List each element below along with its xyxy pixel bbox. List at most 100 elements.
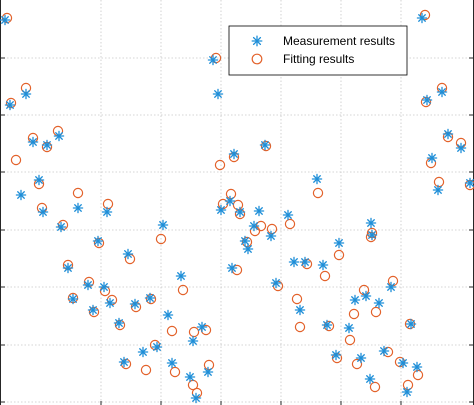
fitting-point: [369, 381, 381, 393]
measurement-point: [405, 318, 417, 330]
fitting-point: [284, 218, 296, 230]
measurement-point: [282, 209, 294, 221]
measurement-point: [411, 361, 423, 373]
measurement-point: [373, 297, 385, 309]
measurement-point: [82, 279, 94, 291]
measurement-point: [366, 229, 378, 241]
measurement-point: [20, 88, 32, 100]
measurement-point: [151, 341, 163, 353]
fitting-point: [420, 96, 432, 108]
measurement-point: [436, 86, 448, 98]
fitting-point: [232, 199, 244, 211]
measurement-point: [41, 139, 53, 151]
legend: Measurement results Fitting results: [228, 25, 408, 76]
measurement-point: [442, 128, 454, 140]
measurement-point: [215, 204, 227, 216]
measurement-point: [311, 173, 323, 185]
measurement-point: [98, 281, 110, 293]
measurement-point: [113, 317, 125, 329]
measurement-point: [226, 262, 238, 274]
legend-box: [228, 25, 408, 76]
measurement-point: [234, 206, 246, 218]
fitting-point: [291, 293, 303, 305]
measurement-point: [265, 230, 277, 242]
measurement-point: [397, 357, 409, 369]
fitting-point: [72, 187, 84, 199]
measurement-point: [15, 189, 27, 201]
measurement-point: [385, 281, 397, 293]
measurement-point: [224, 195, 236, 207]
measurement-point: [228, 148, 240, 160]
fitting-point: [203, 359, 215, 371]
fitting-point: [241, 236, 253, 248]
fitting-point: [214, 159, 226, 171]
measurement-point: [62, 262, 74, 274]
fitting-point: [294, 321, 306, 333]
measurement-point: [432, 184, 444, 196]
fitting-point: [114, 319, 126, 331]
measurement-point: [55, 221, 67, 233]
measurement-point: [259, 139, 271, 151]
fitting-point: [433, 176, 445, 188]
fitting-point: [10, 154, 22, 166]
measurement-point: [365, 217, 377, 229]
fitting-point: [333, 249, 345, 261]
measurement-point: [196, 321, 208, 333]
measurement-point: [333, 237, 345, 249]
fitting-point: [93, 237, 105, 249]
measurement-point: [464, 177, 474, 189]
measurement-point: [157, 219, 169, 231]
measurement-point: [27, 136, 39, 148]
measurement-point: [166, 357, 178, 369]
measurement-point: [317, 259, 329, 271]
measurement-point: [72, 202, 84, 214]
fitting-point: [225, 188, 237, 200]
measurement-point: [421, 94, 433, 106]
measurement-point: [299, 256, 311, 268]
measurement-point: [270, 277, 282, 289]
fitting-point: [155, 233, 167, 245]
measurement-point: [175, 270, 187, 282]
legend-label-measurement: Measurement results: [283, 34, 395, 48]
measurement-point: [144, 292, 156, 304]
measurement-point: [401, 386, 413, 398]
measurement-point: [253, 205, 265, 217]
measurement-point: [207, 54, 219, 66]
fitting-point: [419, 9, 431, 21]
fitting-point: [266, 223, 278, 235]
legend-circle-marker: [251, 53, 263, 65]
fitting-point: [102, 198, 114, 210]
measurement-point: [426, 152, 438, 164]
measurement-point: [187, 335, 199, 347]
measurement-point: [129, 298, 141, 310]
measurement-point: [212, 88, 224, 100]
fitting-point: [177, 284, 189, 296]
measurement-point: [248, 220, 260, 232]
measurement-point: [87, 304, 99, 316]
measurement-point: [242, 243, 254, 255]
measurement-point: [288, 256, 300, 268]
measurement-point: [378, 345, 390, 357]
measurement-point: [67, 293, 79, 305]
measurement-point: [33, 174, 45, 186]
measurement-point: [294, 304, 306, 316]
measurement-point: [104, 297, 116, 309]
fitting-point: [344, 334, 356, 346]
measurement-point: [92, 235, 104, 247]
fitting-point: [402, 379, 414, 391]
measurement-point: [364, 373, 376, 385]
fitting-point: [412, 369, 424, 381]
legend-asterisk-marker: [251, 35, 263, 47]
measurement-point: [122, 248, 134, 260]
measurement-point: [416, 12, 428, 24]
measurement-point: [118, 356, 130, 368]
fitting-point: [365, 231, 377, 243]
fitting-point: [319, 270, 331, 282]
measurement-point: [137, 346, 149, 358]
legend-fitting-marker: [251, 53, 263, 65]
fitting-point: [260, 140, 272, 152]
measurement-point: [184, 371, 196, 383]
fitting-point: [370, 306, 382, 318]
fitting-point: [140, 364, 152, 376]
fitting-point: [88, 306, 100, 318]
